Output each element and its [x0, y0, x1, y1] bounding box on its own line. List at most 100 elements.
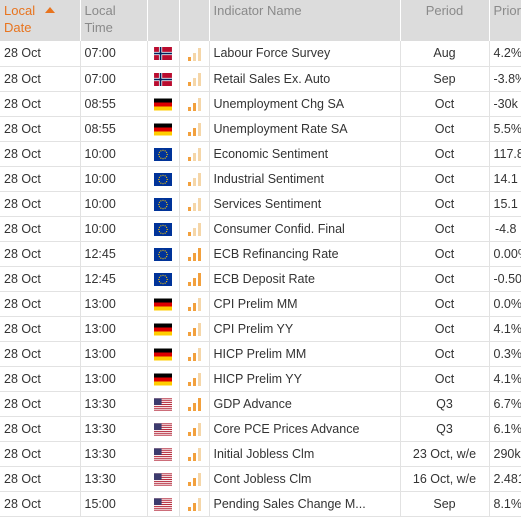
table-row[interactable]: 28 Oct 10:00 Industrial Sentiment Oct 14.1 — [0, 166, 521, 192]
cell-period: Oct — [400, 341, 490, 367]
importance-bar — [197, 422, 201, 436]
importance-bar — [197, 47, 201, 61]
cell-importance — [179, 341, 210, 367]
table-row[interactable]: 28 Oct 07:00 Labour Force Survey Aug 4.2% — [0, 41, 521, 67]
cell-importance — [179, 91, 210, 117]
cell-importance — [179, 166, 210, 192]
cell-period: Oct — [400, 266, 490, 292]
importance-bar — [192, 77, 196, 86]
cell-prior: 14.1 — [489, 166, 521, 192]
table-row[interactable]: 28 Oct 10:00 Economic Sentiment Oct 117.8 — [0, 141, 521, 167]
cell-indicator-name: Retail Sales Ex. Auto — [209, 66, 401, 92]
table-row[interactable]: 28 Oct 13:00 HICP Prelim MM Oct 0.3% — [0, 341, 521, 367]
indicator-header-label: Indicator Name — [213, 3, 302, 18]
cell-time: 10:00 — [80, 166, 148, 192]
cell-prior: 8.1% — [489, 491, 521, 517]
importance-bars-icon — [187, 122, 201, 136]
table-row[interactable]: 28 Oct 13:30 Initial Jobless Clm 23 Oct, w/… — [0, 441, 521, 467]
cell-period: Aug — [400, 41, 490, 67]
importance-bar — [187, 406, 191, 411]
cell-indicator-name: Consumer Confid. Final — [209, 216, 401, 242]
table-row[interactable]: 28 Oct 13:30 Cont Jobless Clm 16 Oct, w/e 2.… — [0, 466, 521, 492]
cell-period: Q3 — [400, 416, 490, 442]
cell-indicator-name: Economic Sentiment — [209, 141, 401, 167]
period-header-label: Period — [425, 3, 464, 18]
germany-flag-icon — [154, 123, 172, 136]
cell-prior: 4.2% — [489, 41, 521, 67]
cell-time: 10:00 — [80, 141, 148, 167]
cell-indicator-name: Industrial Sentiment — [209, 166, 401, 192]
importance-bar — [197, 472, 201, 486]
importance-bars-icon — [187, 422, 201, 436]
cell-country — [147, 341, 180, 367]
cell-indicator-name: Pending Sales Change M... — [209, 491, 401, 517]
cell-prior: 4.1% — [489, 366, 521, 392]
cell-prior: 15.1 — [489, 191, 521, 217]
column-header-prior[interactable]: Prior — [489, 0, 521, 41]
cell-indicator-name: Labour Force Survey — [209, 41, 401, 67]
cell-country — [147, 166, 180, 192]
cell-date: 28 Oct — [0, 91, 81, 117]
importance-bar — [197, 447, 201, 461]
table-row[interactable]: 28 Oct 13:30 GDP Advance Q3 6.7% — [0, 391, 521, 417]
table-row[interactable]: 28 Oct 08:55 Unemployment Chg SA Oct -30k — [0, 91, 521, 117]
eu-flag-icon — [154, 247, 172, 261]
column-header-country[interactable] — [147, 0, 180, 41]
table-row[interactable]: 28 Oct 13:00 CPI Prelim YY Oct 4.1% — [0, 316, 521, 342]
cell-country — [147, 41, 180, 67]
table-row[interactable]: 28 Oct 13:00 CPI Prelim MM Oct 0.0% — [0, 291, 521, 317]
germany-flag-icon — [154, 323, 172, 336]
importance-bar — [187, 281, 191, 286]
cell-indicator-name: Cont Jobless Clm — [209, 466, 401, 492]
column-header-indicator-name[interactable]: Indicator Name — [209, 0, 401, 41]
column-header-importance[interactable] — [179, 0, 210, 41]
table-row[interactable]: 28 Oct 13:30 Core PCE Prices Advance Q3 6.1% — [0, 416, 521, 442]
cell-indicator-name: HICP Prelim MM — [209, 341, 401, 367]
importance-bar — [187, 506, 191, 511]
cell-country — [147, 466, 180, 492]
cell-period: Sep — [400, 491, 490, 517]
cell-period: Oct — [400, 291, 490, 317]
cell-prior: 0.00% — [489, 241, 521, 267]
importance-bar — [192, 477, 196, 486]
eu-flag-icon — [154, 147, 172, 161]
cell-period: Oct — [400, 116, 490, 142]
table-row[interactable]: 28 Oct 15:00 Pending Sales Change M... Sep 8… — [0, 491, 521, 517]
table-row[interactable]: 28 Oct 10:00 Consumer Confid. Final Oct -4.8 — [0, 216, 521, 242]
table-row[interactable]: 28 Oct 13:00 HICP Prelim YY Oct 4.1% — [0, 366, 521, 392]
table-row[interactable]: 28 Oct 08:55 Unemployment Rate SA Oct 5.5% — [0, 116, 521, 142]
importance-bar — [197, 122, 201, 136]
column-header-period[interactable]: Period — [400, 0, 490, 41]
cell-indicator-name: ECB Refinancing Rate — [209, 241, 401, 267]
importance-bar — [187, 256, 191, 261]
cell-importance — [179, 416, 210, 442]
importance-bars-icon — [187, 372, 201, 386]
cell-time: 13:30 — [80, 416, 148, 442]
germany-flag-icon — [154, 348, 172, 361]
eu-flag-icon — [154, 222, 172, 236]
cell-time: 13:00 — [80, 316, 148, 342]
importance-bars-icon — [187, 247, 201, 261]
cell-period: Oct — [400, 216, 490, 242]
importance-bar — [187, 481, 191, 486]
eu-flag-icon — [154, 272, 172, 286]
column-header-local-date[interactable]: Local Date — [0, 0, 81, 41]
cell-indicator-name: Unemployment Chg SA — [209, 91, 401, 117]
header-row: Local Date Local Time Indicator Name Per… — [0, 0, 521, 41]
germany-flag-icon — [154, 373, 172, 386]
cell-country — [147, 116, 180, 142]
cell-date: 28 Oct — [0, 366, 81, 392]
importance-bar — [187, 106, 191, 111]
column-header-local-time[interactable]: Local Time — [80, 0, 148, 41]
importance-bar — [197, 222, 201, 236]
table-row[interactable]: 28 Oct 10:00 Services Sentiment Oct 15.1 — [0, 191, 521, 217]
importance-bar — [197, 97, 201, 111]
cell-importance — [179, 41, 210, 67]
importance-bars-icon — [187, 222, 201, 236]
importance-bar — [187, 206, 191, 211]
germany-flag-icon — [154, 298, 172, 311]
